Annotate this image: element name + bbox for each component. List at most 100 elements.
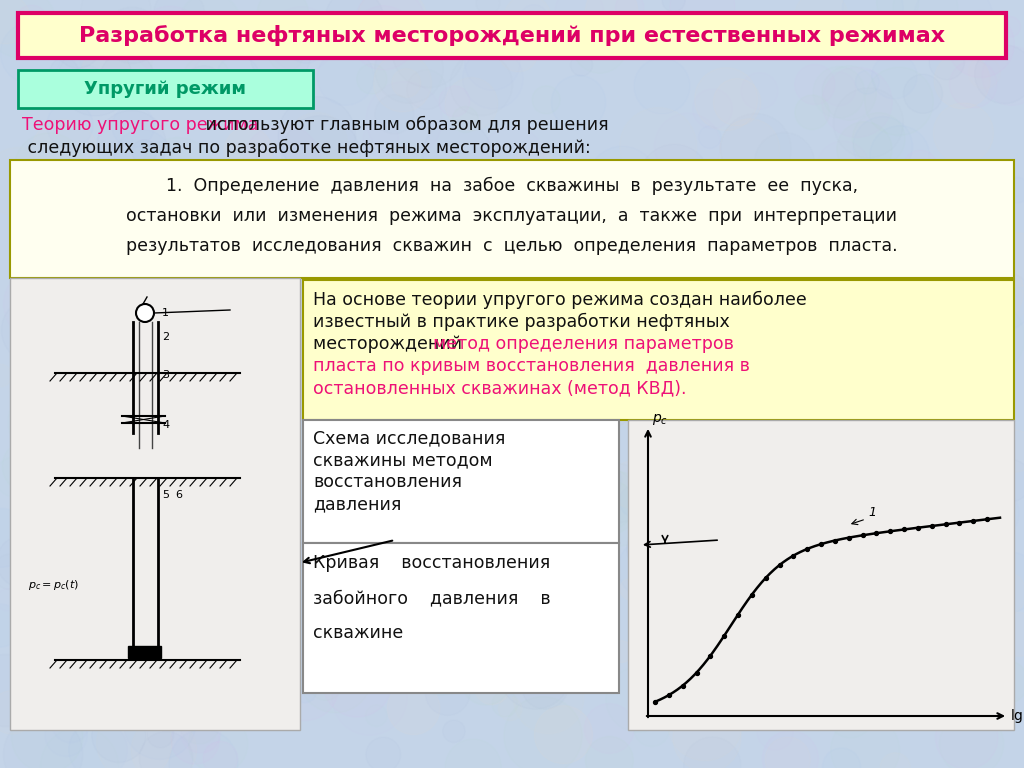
Circle shape [668,686,742,761]
Circle shape [232,429,287,484]
Circle shape [29,314,66,351]
Text: $p_c$: $p_c$ [652,412,668,427]
Circle shape [55,411,128,484]
Circle shape [514,279,592,356]
Circle shape [610,641,633,663]
Circle shape [269,471,312,514]
Circle shape [48,300,89,341]
Circle shape [339,245,388,294]
Circle shape [392,68,421,98]
Circle shape [224,151,261,187]
Circle shape [694,68,758,131]
Circle shape [682,441,745,505]
Circle shape [638,705,658,725]
Circle shape [329,310,354,335]
Circle shape [519,228,584,292]
Circle shape [132,140,157,164]
Circle shape [853,117,912,176]
Circle shape [657,626,693,661]
Text: $\lg t$: $\lg t$ [1010,707,1024,725]
Circle shape [324,512,357,545]
Circle shape [711,240,743,272]
Circle shape [443,505,514,575]
Circle shape [0,618,32,671]
Text: результатов  исследования  скважин  с  целью  определения  параметров  пласта.: результатов исследования скважин с целью… [126,237,898,255]
Circle shape [493,691,517,717]
Circle shape [975,272,1024,330]
Circle shape [795,95,829,130]
Circle shape [504,697,582,768]
Circle shape [821,585,864,628]
Circle shape [0,535,49,588]
Circle shape [403,733,433,763]
Circle shape [808,536,838,567]
Circle shape [0,22,61,84]
Circle shape [607,200,643,237]
Circle shape [323,648,391,717]
Circle shape [0,690,34,734]
Circle shape [511,114,557,159]
FancyBboxPatch shape [10,278,300,730]
Circle shape [801,32,845,77]
Circle shape [569,652,645,727]
Circle shape [637,169,667,198]
Circle shape [147,495,181,528]
Circle shape [975,45,1024,104]
Circle shape [902,498,957,553]
Circle shape [357,373,436,453]
Circle shape [634,58,690,114]
Circle shape [121,635,182,697]
Circle shape [811,389,833,411]
Circle shape [865,67,933,135]
Text: восстановления: восстановления [313,473,462,491]
Circle shape [251,280,311,339]
Circle shape [615,225,689,299]
Circle shape [291,336,331,376]
Circle shape [732,518,772,557]
Circle shape [899,261,972,334]
Text: 5: 5 [162,490,169,500]
Circle shape [172,391,213,432]
Circle shape [949,617,973,641]
Circle shape [119,607,169,657]
Circle shape [50,58,78,86]
Circle shape [611,170,677,237]
Circle shape [714,78,761,126]
Circle shape [964,344,998,379]
Circle shape [2,440,54,492]
Circle shape [31,392,82,444]
Circle shape [110,229,150,269]
Circle shape [3,715,83,768]
Circle shape [843,0,903,38]
Circle shape [719,635,782,698]
Circle shape [44,457,121,534]
Circle shape [15,5,48,38]
Circle shape [0,508,31,567]
Circle shape [68,283,121,336]
Circle shape [216,55,259,98]
Circle shape [670,0,735,39]
Circle shape [354,0,425,58]
Circle shape [629,415,687,474]
Circle shape [374,54,431,112]
Circle shape [170,590,244,664]
Circle shape [72,272,115,315]
Circle shape [853,598,906,652]
Circle shape [62,0,113,28]
Circle shape [721,547,778,604]
Circle shape [423,48,466,91]
Circle shape [947,11,1015,78]
Circle shape [195,453,217,475]
Circle shape [329,271,375,317]
Circle shape [581,472,655,546]
Point [660,689,677,701]
Circle shape [172,581,221,630]
Text: На основе теории упругого режима создан наиболее: На основе теории упругого режима создан … [313,291,807,309]
Circle shape [526,449,549,472]
Circle shape [136,482,202,547]
Circle shape [91,224,116,248]
Circle shape [224,127,272,175]
Circle shape [586,737,633,768]
Circle shape [864,300,911,346]
Circle shape [673,703,741,768]
